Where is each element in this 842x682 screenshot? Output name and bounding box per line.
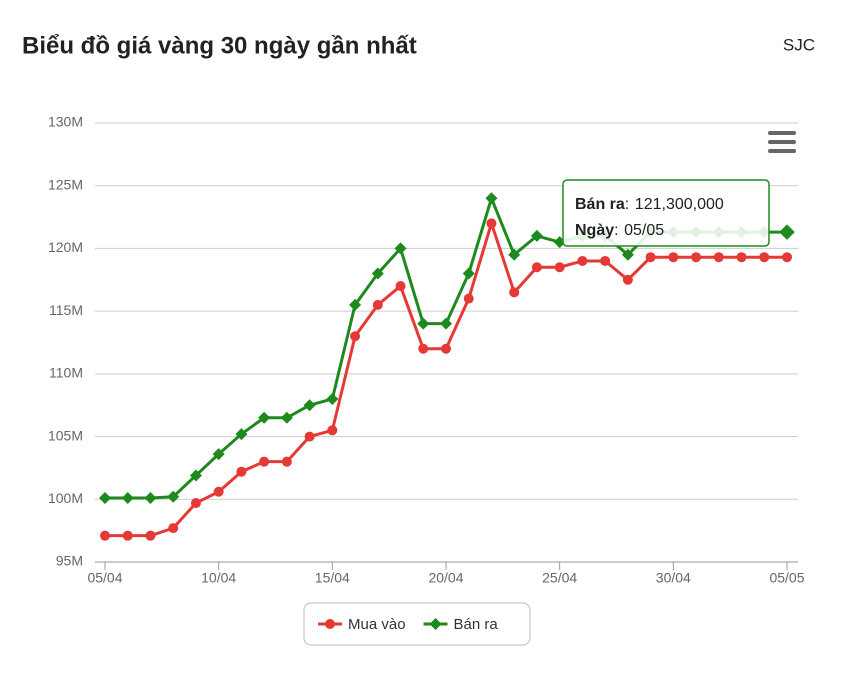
point [779,224,795,240]
y-tick-label: 95M [56,553,83,569]
point [600,255,611,266]
legend-label: Bán ra [454,616,499,633]
point [213,486,224,497]
point [372,299,383,310]
menu-bar [768,131,796,135]
point [621,248,634,261]
point [212,448,225,461]
point [417,317,430,330]
tooltip-date-label: Ngày [575,222,614,239]
point [144,492,157,505]
menu-button[interactable] [768,131,796,153]
x-tick-label: 15/04 [315,570,350,586]
point [668,252,679,263]
point [441,343,451,354]
point [167,490,180,503]
x-tick-label: 05/04 [87,570,122,586]
point [463,293,474,304]
point [508,248,521,261]
y-tick-label: 115M [49,302,83,318]
point [121,492,134,505]
point [440,317,452,330]
point [327,425,338,436]
point [394,242,407,255]
point [303,399,316,412]
point [190,498,201,509]
point [486,218,497,229]
y-tick-label: 130M [48,114,83,130]
point [122,530,133,541]
point [462,267,475,280]
point [509,287,520,298]
menu-bar [768,140,796,144]
point [99,492,111,505]
y-tick-label: 105M [48,427,83,443]
point [691,252,702,263]
point [622,274,633,285]
tooltip-series: Bán ra [575,196,625,213]
point [736,252,747,263]
x-tick-label: 10/04 [201,570,236,586]
point [530,229,543,242]
series-line [105,221,787,538]
x-tick-label: 30/04 [656,570,691,586]
point [371,267,384,280]
x-tick-label: 25/04 [542,570,577,586]
menu-bar [768,149,796,153]
tooltip-box [562,179,770,247]
point [645,252,656,263]
x-tick-label: 20/04 [428,570,463,586]
point [325,619,335,629]
point [259,456,270,467]
grid: 95M 100M 105M 110M 115M 120M 125M 130M 05/04 10/0… [48,114,805,586]
legend-box [303,602,531,646]
point [418,343,429,354]
point [782,252,792,263]
point [577,255,588,266]
tooltip-sep: : [625,196,629,213]
tooltip-sep: : [614,222,618,239]
point [759,252,770,263]
point [235,428,248,441]
point [258,411,271,424]
point [280,411,293,424]
tooltip-value: 121,300,000 [635,196,724,213]
brand: SJC [783,35,815,54]
point [531,262,542,273]
y-tick-label: 110M [49,365,83,381]
point [189,469,202,482]
point [485,192,498,205]
y-tick-label: 125M [48,176,83,192]
point [326,392,339,405]
point [554,262,565,273]
point [713,252,724,263]
tooltip-date: 05/05 [624,222,664,239]
legend: Mua vào Bán ra [318,616,498,633]
point [145,530,156,541]
x-tick-label: 05/05 [769,570,804,586]
point [350,331,361,342]
point [236,466,247,477]
point [349,298,362,311]
legend-label: Mua vào [348,616,406,633]
point [304,431,315,442]
y-tick-label: 100M [48,490,83,506]
point [395,281,406,292]
point [429,618,442,630]
point [281,456,292,467]
point [168,523,179,534]
point [100,530,110,541]
chart-title: Biểu đồ giá vàng 30 ngày gần nhất [22,32,417,59]
y-tick-label: 120M [48,239,83,255]
